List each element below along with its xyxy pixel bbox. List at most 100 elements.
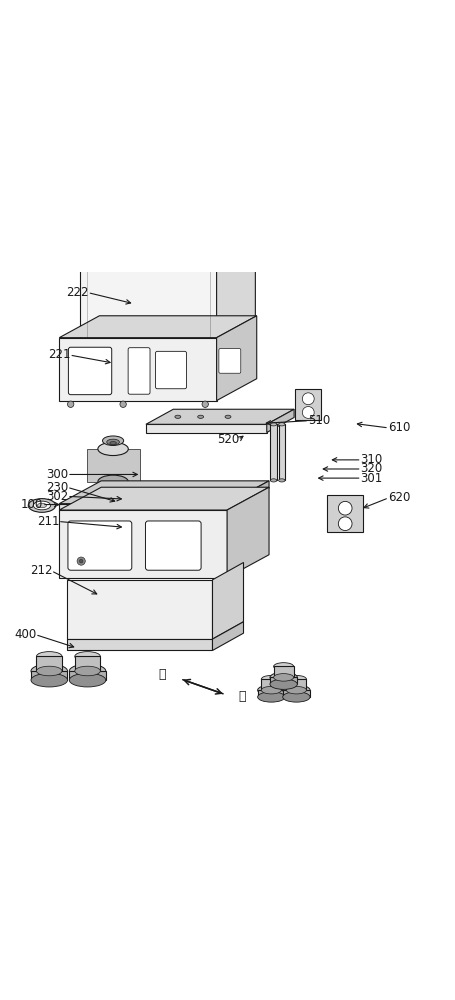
Polygon shape <box>266 409 293 433</box>
Polygon shape <box>212 622 243 650</box>
Text: 610: 610 <box>387 421 410 434</box>
Ellipse shape <box>273 663 293 670</box>
Ellipse shape <box>110 442 116 444</box>
Ellipse shape <box>224 415 230 418</box>
Ellipse shape <box>270 479 276 482</box>
Ellipse shape <box>75 652 100 661</box>
Polygon shape <box>31 671 67 680</box>
Polygon shape <box>286 679 306 690</box>
Text: 230: 230 <box>46 481 68 494</box>
Polygon shape <box>146 424 266 433</box>
Ellipse shape <box>269 672 297 683</box>
Polygon shape <box>59 316 256 338</box>
Ellipse shape <box>31 673 67 687</box>
Ellipse shape <box>257 685 284 695</box>
FancyBboxPatch shape <box>68 347 111 395</box>
Polygon shape <box>69 671 106 680</box>
Polygon shape <box>278 424 284 480</box>
Ellipse shape <box>286 686 306 694</box>
Ellipse shape <box>36 652 62 661</box>
Ellipse shape <box>102 436 123 445</box>
Ellipse shape <box>31 664 67 678</box>
Polygon shape <box>80 235 255 256</box>
Ellipse shape <box>75 666 100 676</box>
Polygon shape <box>269 677 297 684</box>
Ellipse shape <box>98 442 128 456</box>
Polygon shape <box>36 656 62 671</box>
Ellipse shape <box>269 679 297 689</box>
Text: 300: 300 <box>46 468 68 481</box>
Ellipse shape <box>175 415 180 418</box>
Text: 222: 222 <box>66 286 89 299</box>
Polygon shape <box>59 338 216 401</box>
Text: 100: 100 <box>21 498 43 511</box>
Circle shape <box>77 557 85 565</box>
Ellipse shape <box>261 686 281 694</box>
Polygon shape <box>227 487 268 578</box>
Circle shape <box>338 517 351 531</box>
Ellipse shape <box>33 501 51 510</box>
Ellipse shape <box>69 673 106 687</box>
Polygon shape <box>216 316 256 401</box>
Ellipse shape <box>270 423 276 426</box>
Polygon shape <box>59 504 227 511</box>
FancyBboxPatch shape <box>155 351 186 389</box>
Polygon shape <box>146 409 293 424</box>
Text: 400: 400 <box>14 628 36 641</box>
Polygon shape <box>212 562 243 639</box>
Text: 320: 320 <box>360 462 382 475</box>
Text: 211: 211 <box>36 515 59 528</box>
Ellipse shape <box>37 503 46 508</box>
Ellipse shape <box>257 692 284 702</box>
Ellipse shape <box>130 489 136 491</box>
Circle shape <box>302 393 313 405</box>
Text: 301: 301 <box>360 472 382 485</box>
Polygon shape <box>59 481 268 504</box>
Polygon shape <box>59 510 227 578</box>
Polygon shape <box>257 690 284 697</box>
Ellipse shape <box>28 499 56 512</box>
Polygon shape <box>80 256 216 338</box>
Polygon shape <box>273 666 293 677</box>
Text: 221: 221 <box>48 348 71 361</box>
Circle shape <box>120 401 126 407</box>
Circle shape <box>338 501 351 515</box>
Text: 302: 302 <box>46 490 68 503</box>
Ellipse shape <box>261 675 281 683</box>
Polygon shape <box>227 481 268 511</box>
Ellipse shape <box>286 675 306 683</box>
Polygon shape <box>75 656 100 671</box>
Circle shape <box>202 401 208 407</box>
Circle shape <box>79 559 83 563</box>
Text: 后: 后 <box>158 668 165 681</box>
Ellipse shape <box>106 439 119 445</box>
Ellipse shape <box>117 489 123 491</box>
Ellipse shape <box>69 664 106 678</box>
Polygon shape <box>270 424 276 480</box>
Polygon shape <box>216 235 255 338</box>
Polygon shape <box>294 389 321 420</box>
Polygon shape <box>67 580 212 639</box>
Polygon shape <box>59 487 268 510</box>
Text: 510: 510 <box>308 414 329 427</box>
FancyBboxPatch shape <box>145 521 201 570</box>
Polygon shape <box>327 495 362 532</box>
Text: 212: 212 <box>30 564 52 577</box>
Text: 前: 前 <box>238 690 245 703</box>
Circle shape <box>67 401 74 407</box>
FancyBboxPatch shape <box>218 349 240 373</box>
Ellipse shape <box>282 685 309 695</box>
FancyBboxPatch shape <box>128 348 150 394</box>
Ellipse shape <box>197 415 203 418</box>
Ellipse shape <box>36 666 62 676</box>
Ellipse shape <box>278 479 284 482</box>
Ellipse shape <box>143 489 149 491</box>
Ellipse shape <box>98 475 128 488</box>
Ellipse shape <box>278 423 284 426</box>
Polygon shape <box>67 639 212 650</box>
Polygon shape <box>282 690 309 697</box>
Text: 520: 520 <box>217 433 238 446</box>
Circle shape <box>302 407 313 418</box>
FancyBboxPatch shape <box>68 521 131 570</box>
Text: 310: 310 <box>360 453 382 466</box>
